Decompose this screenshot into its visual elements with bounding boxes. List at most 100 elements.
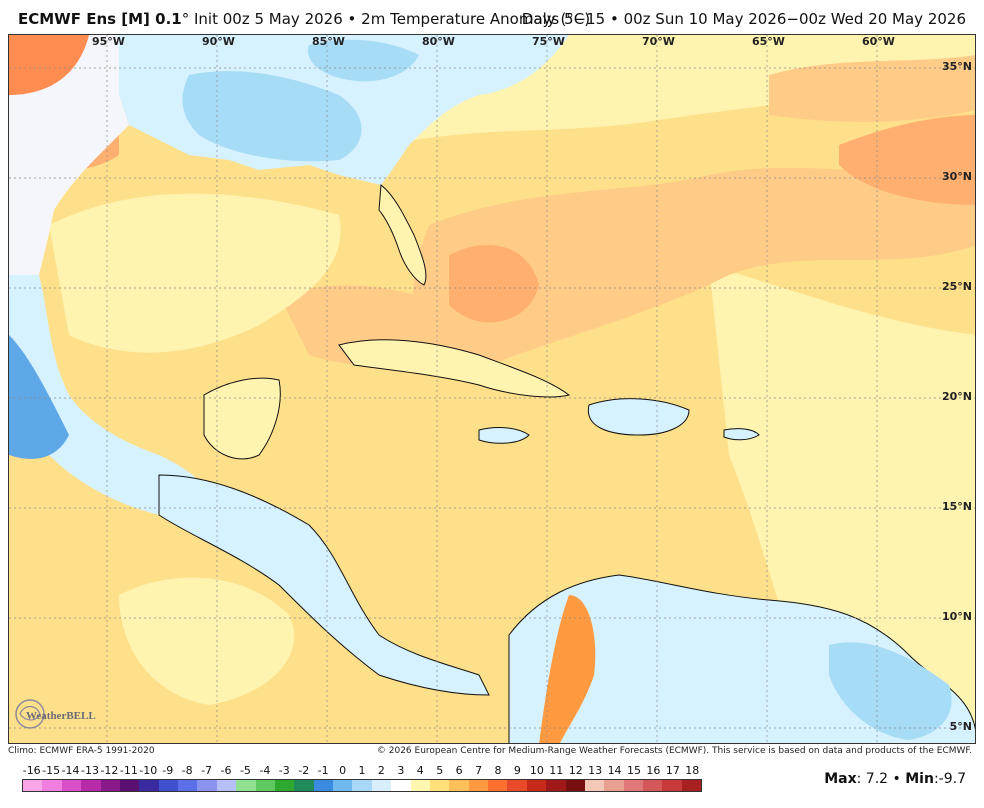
legend-swatch xyxy=(178,780,198,791)
weatherbell-logo: WeatherBELL xyxy=(12,694,102,734)
legend-tick-label: 6 xyxy=(455,764,463,777)
legend-swatch xyxy=(410,780,430,791)
lon-label-65w: 65°W xyxy=(752,35,785,48)
legend-swatch xyxy=(352,780,372,791)
legend-tick-label: 14 xyxy=(607,764,622,777)
legend-swatch xyxy=(526,780,547,791)
north-warm-patch xyxy=(769,55,975,122)
legend-tick-label: -14 xyxy=(61,764,80,777)
cuba-island xyxy=(338,339,571,398)
jamaica-island xyxy=(478,427,530,444)
legend-tick-label: 17 xyxy=(665,764,680,777)
legend-swatch xyxy=(158,780,178,791)
legend-swatch xyxy=(119,780,140,791)
legend-swatch xyxy=(274,780,295,791)
max-label: Max xyxy=(824,771,857,787)
legend-swatch xyxy=(584,780,605,791)
legend-tick-label: -13 xyxy=(81,764,99,777)
valid-period: Days 5−15 • 00z Sun 10 May 2026−00z Wed … xyxy=(521,10,966,28)
lon-label-80w: 80°W xyxy=(422,35,455,48)
legend-swatch xyxy=(623,780,643,791)
legend-swatch xyxy=(662,780,682,791)
legend-swatch xyxy=(42,780,62,791)
appalachian-cool-zone xyxy=(308,39,419,82)
legend-swatch xyxy=(391,780,411,791)
legend-tick-label: -10 xyxy=(139,764,158,777)
mexico-cold-zone xyxy=(9,335,69,459)
legend-swatch xyxy=(81,780,101,791)
lat-label-10n: 10°N xyxy=(941,610,972,623)
legend-tick-label: -7 xyxy=(201,764,213,777)
legend-swatch xyxy=(468,780,488,791)
lon-label-85w: 85°W xyxy=(312,35,345,48)
yucatan-land xyxy=(203,377,281,460)
init-time: Init 00z 5 May 2026 xyxy=(194,10,343,28)
lon-label-90w: 90°W xyxy=(202,35,235,48)
legend-tick-label: 1 xyxy=(358,764,366,777)
legend-swatch xyxy=(255,780,275,791)
gulf-light-zone xyxy=(49,193,341,353)
legend-tick-label: -16 xyxy=(22,764,41,777)
legend-tick-label: -4 xyxy=(259,764,271,777)
legend-tick-label: 0 xyxy=(339,764,347,777)
lat-label-20n: 20°N xyxy=(941,390,972,403)
legend-tick-label: -9 xyxy=(162,764,174,777)
legend-tick-label: -2 xyxy=(298,764,310,777)
max-value: : 7.2 xyxy=(856,771,889,787)
legend-tick-label: 8 xyxy=(494,764,502,777)
northeast-warm-patch xyxy=(839,115,975,205)
min-value: :-9.7 xyxy=(933,771,966,787)
legend-swatch xyxy=(333,780,353,791)
florida-land xyxy=(378,184,427,286)
legend-tick-label: 2 xyxy=(377,764,385,777)
bahamas-warm-patch xyxy=(449,245,539,323)
mexico-land xyxy=(9,275,209,515)
legend-tick-label: -1 xyxy=(317,764,329,777)
legend-tick-label: 9 xyxy=(513,764,521,777)
legend-swatch xyxy=(236,780,256,791)
lat-label-25n: 25°N xyxy=(941,280,972,293)
legend-swatch xyxy=(643,780,663,791)
texas-hot-patch xyxy=(9,35,89,95)
legend-swatch xyxy=(565,780,585,791)
legend-tick-label: -5 xyxy=(239,764,251,777)
model-name: ECMWF Ens [M] 0.1 xyxy=(18,10,182,28)
legend-tick-label: -11 xyxy=(119,764,138,777)
atlantic-warm-patch xyxy=(413,165,975,367)
bullet-separator: • xyxy=(347,10,357,28)
lat-label-35n: 35°N xyxy=(941,60,972,73)
legend-swatch xyxy=(139,780,159,791)
lon-label-75w: 75°W xyxy=(532,35,565,48)
east-atlantic-light-zone xyxy=(709,265,975,743)
legend-swatch xyxy=(197,780,217,791)
legend-tick-label: 15 xyxy=(627,764,641,777)
legend-tick-label: 3 xyxy=(397,764,405,777)
legend-tick-label: 18 xyxy=(685,764,700,777)
hispaniola-island xyxy=(587,398,690,436)
legend-swatch xyxy=(604,780,624,791)
lat-label-30n: 30°N xyxy=(941,170,972,183)
legend-labels: -16 -15 -14 -13 -12 -11 -10 -9 -8 -7 -6 -5 -4 -3 -2 -1 0… xyxy=(22,764,702,778)
puerto-rico-island xyxy=(723,428,760,441)
legend-tick-label: 10 xyxy=(529,764,544,777)
max-min-stats: Max: 7.2 • Min:-9.7 xyxy=(824,771,966,787)
legend-tick-label: -6 xyxy=(220,764,232,777)
legend-tick-label: -8 xyxy=(181,764,193,777)
legend-tick-label: -3 xyxy=(278,764,290,777)
legend-swatch xyxy=(61,780,82,791)
legend-tick-label: -15 xyxy=(42,764,61,777)
pacific-light-zone xyxy=(119,577,295,705)
guiana-cool-zone xyxy=(829,642,952,740)
legend-tick-label: 16 xyxy=(646,764,661,777)
logo-text: WeatherBELL xyxy=(26,710,96,722)
lon-label-60w: 60°W xyxy=(862,35,895,48)
lat-label-15n: 15°N xyxy=(941,500,972,513)
legend-swatch xyxy=(449,780,469,791)
climo-credit: Climo: ECMWF ERA-5 1991-2020 xyxy=(8,746,155,756)
legend-tick-label: 5 xyxy=(436,764,444,777)
central-america-land xyxy=(158,474,490,696)
degree-symbol: ° xyxy=(181,10,190,28)
legend-swatch xyxy=(313,780,333,791)
legend-swatch xyxy=(488,780,508,791)
graticule xyxy=(9,35,975,743)
